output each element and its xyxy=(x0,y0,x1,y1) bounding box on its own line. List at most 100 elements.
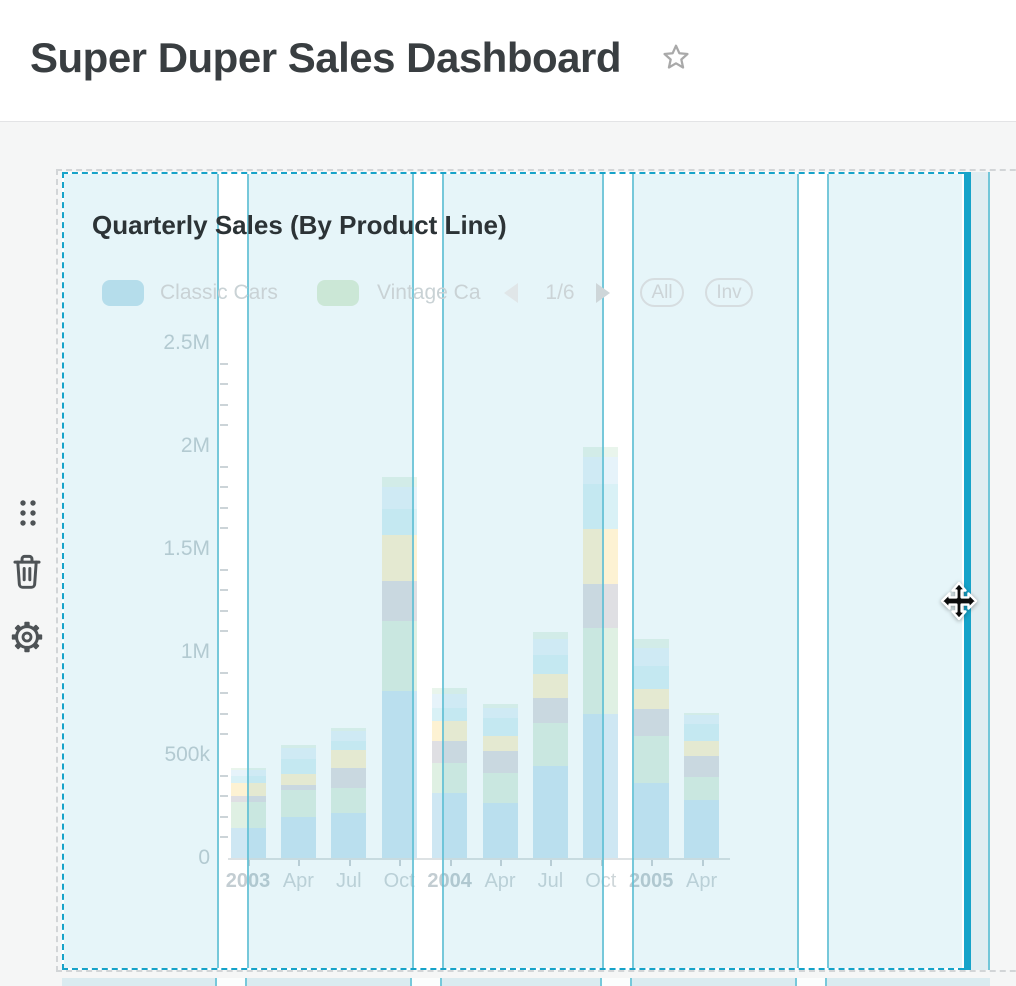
bar-segment xyxy=(532,673,568,698)
legend-label[interactable]: Vintage Ca xyxy=(377,281,481,304)
x-axis-tick xyxy=(298,860,301,866)
bar-segment xyxy=(532,654,568,674)
chart-title: Quarterly Sales (By Product Line) xyxy=(92,210,507,240)
bar-segment xyxy=(482,803,518,858)
legend-label[interactable]: Classic Cars xyxy=(160,281,278,304)
legend-swatch-vintage-cars[interactable] xyxy=(317,280,359,306)
y-axis-minor-tick xyxy=(220,589,228,592)
legend-inverse-button[interactable]: Inv xyxy=(705,278,753,307)
partial-widget-below xyxy=(62,978,990,986)
y-axis-minor-tick xyxy=(220,712,228,715)
bar-segment xyxy=(331,788,367,814)
legend-next-page-icon[interactable] xyxy=(596,283,610,303)
bar-segment xyxy=(583,484,619,529)
legend-select-all-button[interactable]: All xyxy=(640,278,684,307)
bar-segment xyxy=(432,693,468,708)
x-axis-tick xyxy=(651,860,654,866)
bar-segment xyxy=(432,720,468,741)
y-axis-tick-label: 500k xyxy=(164,743,210,766)
bar-segment xyxy=(331,730,367,741)
y-axis-minor-tick xyxy=(220,733,228,736)
bar-segment xyxy=(280,817,316,858)
bar-segment xyxy=(482,773,518,804)
x-axis-tick-label: Jul xyxy=(537,870,564,892)
bar-segment xyxy=(280,744,316,748)
y-axis-minor-tick xyxy=(220,815,228,818)
bar-segment xyxy=(381,690,417,858)
bar-segment xyxy=(684,723,720,741)
x-axis-tick-label: Jul xyxy=(336,870,362,892)
y-axis-tick-label: 1M xyxy=(180,640,210,663)
x-axis-tick-label: 2004 xyxy=(427,870,472,892)
y-axis-minor-tick xyxy=(220,362,228,365)
bar-segment xyxy=(583,713,619,858)
grid-gutter xyxy=(795,978,827,986)
y-axis-minor-tick xyxy=(220,836,228,839)
bar-segment xyxy=(532,722,568,766)
grid-gutter xyxy=(215,978,247,986)
bar-segment xyxy=(684,740,720,756)
bar-segment xyxy=(633,735,669,784)
y-axis-minor-tick xyxy=(220,506,228,509)
y-axis-minor-tick xyxy=(220,568,228,571)
legend-page-indicator: 1/6 xyxy=(545,281,575,304)
bar-segment xyxy=(280,785,316,791)
widget-quarterly-sales[interactable]: 0 500k 1M 1.5M 2M 2.5M 2003 Apr Jul Oct 2004 Apr Jul… xyxy=(62,172,964,970)
trash-icon[interactable] xyxy=(10,552,44,592)
y-gridline xyxy=(228,754,730,756)
grid-gutter xyxy=(410,978,442,986)
bar-segment xyxy=(633,648,669,666)
bar-segment xyxy=(684,755,720,778)
grid-column-tint xyxy=(249,174,412,968)
favorite-star-icon[interactable] xyxy=(660,42,692,74)
bar-segment xyxy=(482,717,518,736)
bar-segment xyxy=(583,447,619,458)
drop-target-outline xyxy=(56,169,1016,972)
x-axis-tick-label: Apr xyxy=(282,870,314,892)
grid-gutter xyxy=(600,978,632,986)
drag-handle-icon[interactable] xyxy=(16,498,40,528)
gear-icon[interactable] xyxy=(8,617,46,657)
bar-segment xyxy=(583,457,619,485)
bar-segment xyxy=(482,707,518,718)
bar-segment xyxy=(280,747,316,759)
legend-swatch-classic-cars[interactable] xyxy=(102,280,144,306)
grid-column-tint xyxy=(829,174,962,968)
widget-body: 0 500k 1M 1.5M 2M 2.5M 2003 Apr Jul Oct 2004 Apr Jul… xyxy=(64,174,964,968)
bar-segment xyxy=(532,632,568,640)
x-axis-tick xyxy=(449,860,452,866)
bar-segment xyxy=(331,727,367,731)
bar-segment xyxy=(280,790,316,818)
bar-segment xyxy=(381,621,417,691)
y-axis-tick-label: 1.5M xyxy=(163,537,210,560)
widget-resize-handle-right[interactable] xyxy=(964,172,971,970)
bar-segment xyxy=(331,813,367,858)
x-axis-tick xyxy=(248,860,250,866)
y-axis-minor-tick xyxy=(220,486,228,489)
x-axis-tick xyxy=(500,860,502,866)
y-axis-minor-tick xyxy=(220,630,228,633)
bar-segment xyxy=(532,765,568,858)
y-axis-minor-tick xyxy=(220,671,228,674)
x-axis-tick xyxy=(399,860,402,866)
dashboard-header: Super Duper Sales Dashboard xyxy=(0,0,1016,122)
y-gridline xyxy=(228,548,730,550)
bar-segment xyxy=(280,758,316,774)
bar-segment xyxy=(432,793,468,858)
bar-segment xyxy=(381,508,417,535)
chart-plot-area: 0 500k 1M 1.5M 2M 2.5M 2003 Apr Jul Oct 2004 Apr Jul… xyxy=(64,174,964,968)
bar-segment xyxy=(684,712,720,716)
y-axis-tick-label: 0 xyxy=(198,846,210,869)
bar-segment xyxy=(633,708,669,736)
bar-segment xyxy=(432,740,468,764)
x-axis-tick-label: Apr xyxy=(484,870,516,892)
bar-segment xyxy=(482,751,518,774)
bar-segment xyxy=(331,740,367,751)
bar-segment xyxy=(432,687,468,694)
legend-prev-page-icon[interactable] xyxy=(504,283,518,303)
y-axis-minor-tick xyxy=(220,527,228,530)
y-gridline xyxy=(228,651,730,653)
y-axis-tick-label: 2.5M xyxy=(163,331,210,354)
bar-segment xyxy=(633,783,669,858)
bar-segment xyxy=(381,486,417,509)
